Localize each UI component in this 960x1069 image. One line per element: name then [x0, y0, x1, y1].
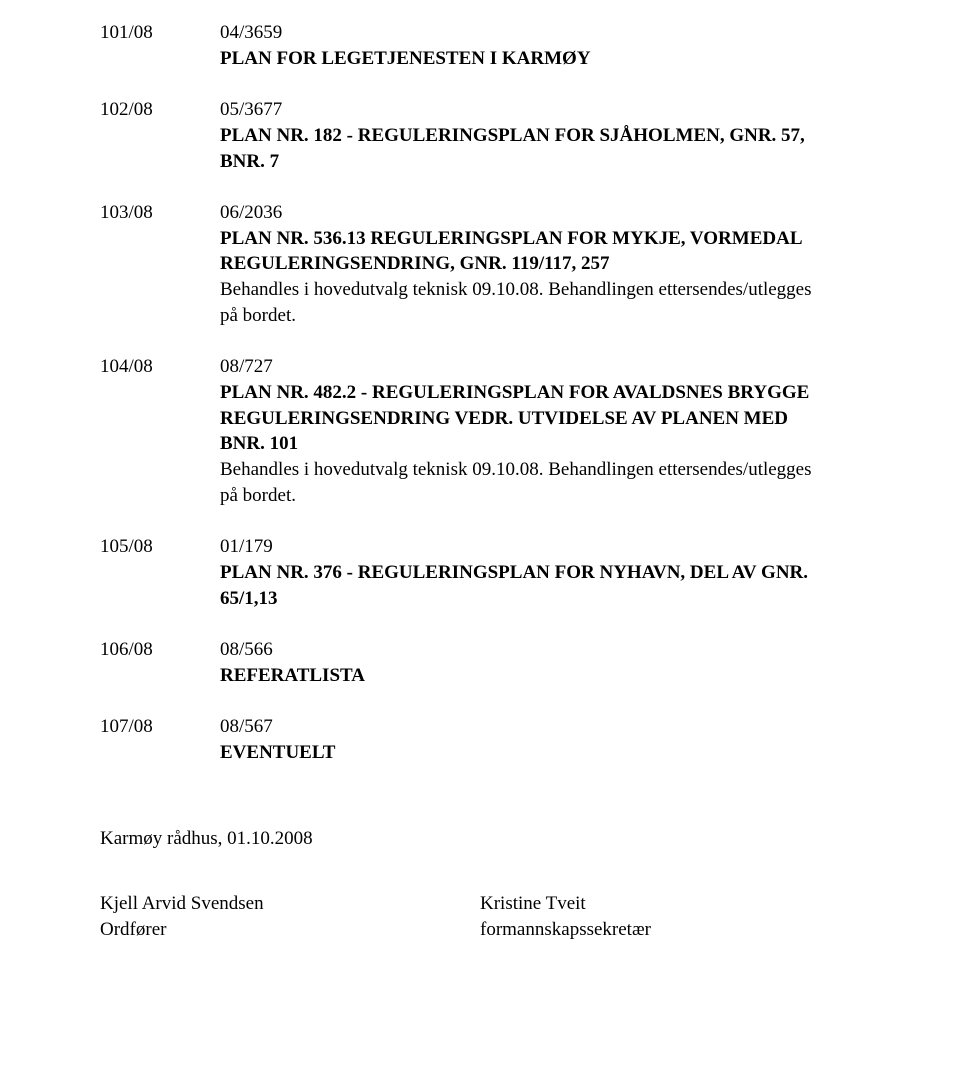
entry-header-row: 102/0805/3677	[100, 97, 860, 123]
entry-header-row: 103/0806/2036	[100, 200, 860, 226]
signer-left-title: Ordfører	[100, 917, 480, 943]
entry-code: 107/08	[100, 714, 220, 740]
entry-title-line: REGULERINGSENDRING VEDR. UTVIDELSE AV PL…	[220, 406, 860, 432]
signature-left: Kjell Arvid Svendsen Ordfører	[100, 891, 480, 942]
entry-body: PLAN NR. 482.2 - REGULERINGSPLAN FOR AVA…	[100, 380, 860, 508]
entry-ref: 06/2036	[220, 200, 860, 226]
agenda-entry: 107/0808/567EVENTUELT	[100, 714, 860, 765]
agenda-entry: 101/0804/3659PLAN FOR LEGETJENESTEN I KA…	[100, 20, 860, 71]
agenda-list: 101/0804/3659PLAN FOR LEGETJENESTEN I KA…	[100, 20, 860, 766]
entry-ref: 01/179	[220, 534, 860, 560]
entry-title-line: PLAN NR. 536.13 REGULERINGSPLAN FOR MYKJ…	[220, 226, 860, 252]
entry-code: 105/08	[100, 534, 220, 560]
entry-title-line: EVENTUELT	[220, 740, 860, 766]
entry-code: 106/08	[100, 637, 220, 663]
entry-code: 101/08	[100, 20, 220, 46]
entry-title-line: PLAN NR. 482.2 - REGULERINGSPLAN FOR AVA…	[220, 380, 860, 406]
entry-title-line: PLAN NR. 376 - REGULERINGSPLAN FOR NYHAV…	[220, 560, 860, 586]
entry-ref: 08/727	[220, 354, 860, 380]
entry-body: PLAN FOR LEGETJENESTEN I KARMØY	[100, 46, 860, 72]
entry-ref: 04/3659	[220, 20, 860, 46]
footer: Karmøy rådhus, 01.10.2008 Kjell Arvid Sv…	[100, 826, 860, 943]
entry-ref: 08/566	[220, 637, 860, 663]
entry-title-line: PLAN FOR LEGETJENESTEN I KARMØY	[220, 46, 860, 72]
entry-code: 102/08	[100, 97, 220, 123]
entry-title-line: PLAN NR. 182 - REGULERINGSPLAN FOR SJÅHO…	[220, 123, 860, 149]
signer-right-title: formannskapssekretær	[480, 917, 860, 943]
entry-body: PLAN NR. 376 - REGULERINGSPLAN FOR NYHAV…	[100, 560, 860, 611]
entry-header-row: 105/0801/179	[100, 534, 860, 560]
agenda-entry: 104/0808/727PLAN NR. 482.2 - REGULERINGS…	[100, 354, 860, 508]
entry-title-line: 65/1,13	[220, 586, 860, 612]
entry-header-row: 104/0808/727	[100, 354, 860, 380]
entry-body: PLAN NR. 182 - REGULERINGSPLAN FOR SJÅHO…	[100, 123, 860, 174]
agenda-entry: 105/0801/179PLAN NR. 376 - REGULERINGSPL…	[100, 534, 860, 611]
entry-extra-line: Behandles i hovedutvalg teknisk 09.10.08…	[220, 277, 860, 303]
entry-title-line: REGULERINGSENDRING, GNR. 119/117, 257	[220, 251, 860, 277]
signature-row: Kjell Arvid Svendsen Ordfører Kristine T…	[100, 891, 860, 942]
agenda-entry: 102/0805/3677PLAN NR. 182 - REGULERINGSP…	[100, 97, 860, 174]
entry-ref: 08/567	[220, 714, 860, 740]
signer-right-name: Kristine Tveit	[480, 891, 860, 917]
entry-extra-line: på bordet.	[220, 303, 860, 329]
place-date: Karmøy rådhus, 01.10.2008	[100, 826, 860, 852]
signer-left-name: Kjell Arvid Svendsen	[100, 891, 480, 917]
entry-title-line: REFERATLISTA	[220, 663, 860, 689]
agenda-entry: 103/0806/2036PLAN NR. 536.13 REGULERINGS…	[100, 200, 860, 328]
entry-body: EVENTUELT	[100, 740, 860, 766]
entry-header-row: 106/0808/566	[100, 637, 860, 663]
entry-body: REFERATLISTA	[100, 663, 860, 689]
entry-code: 103/08	[100, 200, 220, 226]
entry-body: PLAN NR. 536.13 REGULERINGSPLAN FOR MYKJ…	[100, 226, 860, 329]
entry-header-row: 107/0808/567	[100, 714, 860, 740]
entry-title-line: BNR. 101	[220, 431, 860, 457]
entry-extra-line: på bordet.	[220, 483, 860, 509]
signature-right: Kristine Tveit formannskapssekretær	[480, 891, 860, 942]
entry-header-row: 101/0804/3659	[100, 20, 860, 46]
entry-extra-line: Behandles i hovedutvalg teknisk 09.10.08…	[220, 457, 860, 483]
entry-title-line: BNR. 7	[220, 149, 860, 175]
entry-code: 104/08	[100, 354, 220, 380]
entry-ref: 05/3677	[220, 97, 860, 123]
agenda-entry: 106/0808/566REFERATLISTA	[100, 637, 860, 688]
